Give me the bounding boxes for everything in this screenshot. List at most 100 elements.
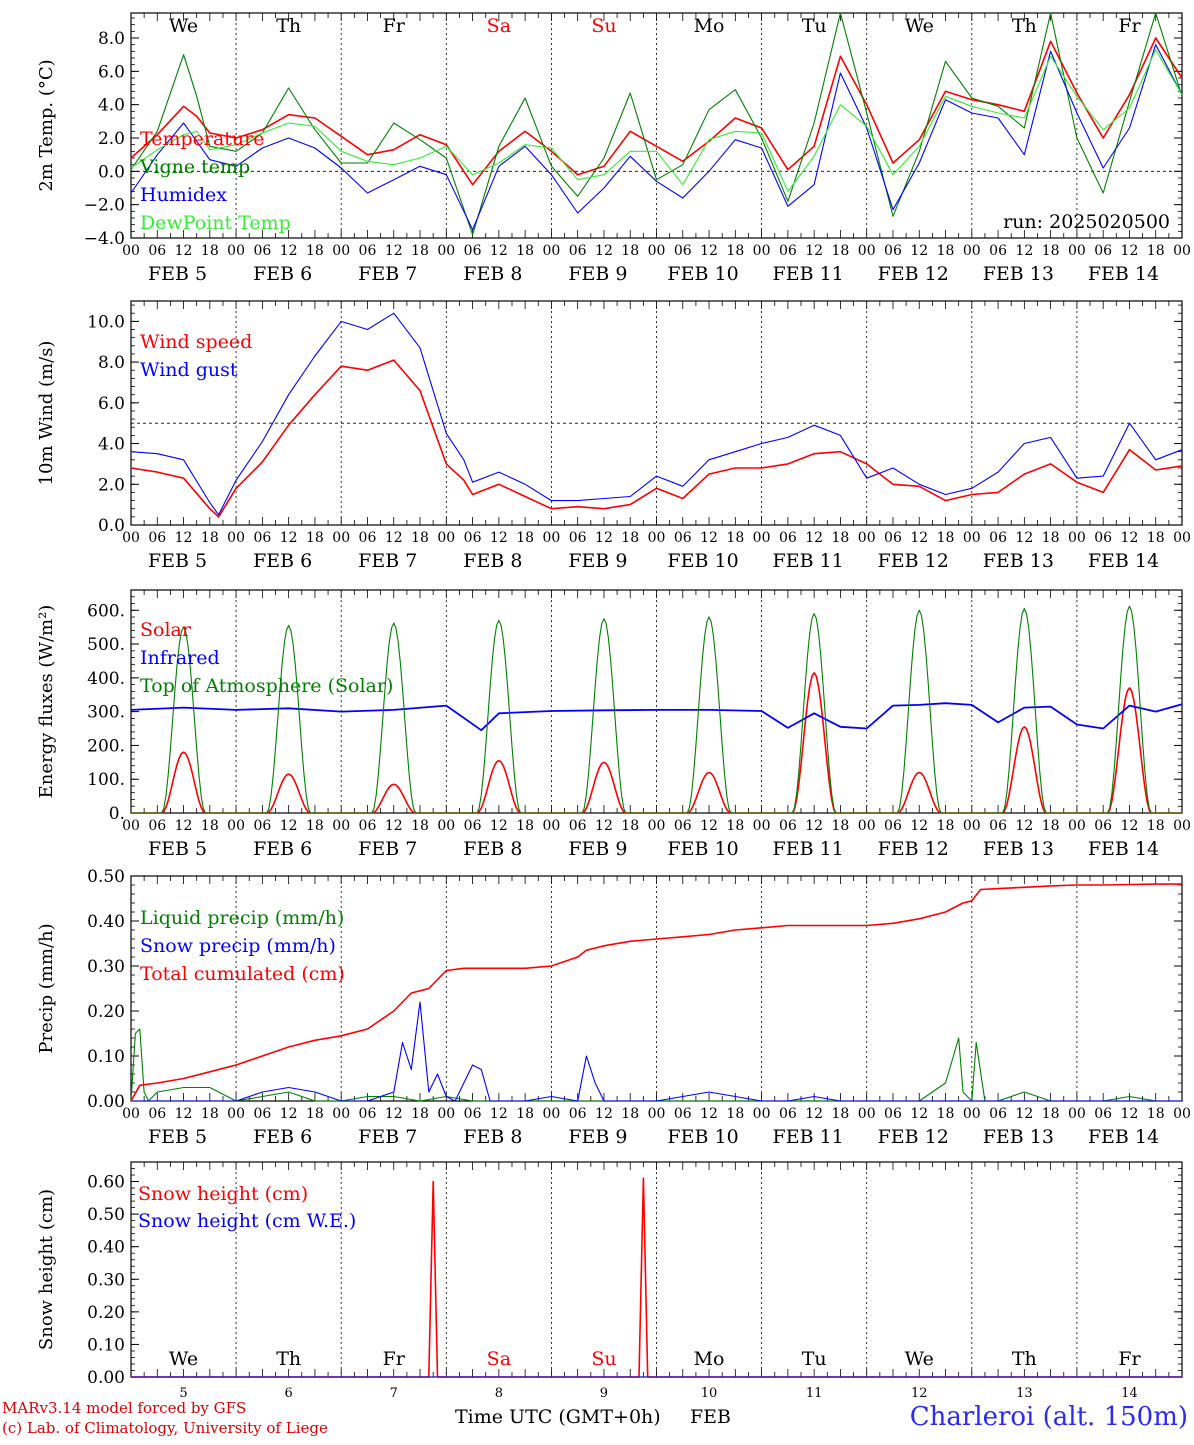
date-label: FEB 12	[878, 838, 949, 860]
date-number: 9	[600, 1386, 608, 1401]
hour-label: 12	[490, 530, 508, 546]
series-line-vigne-temp	[130, 12, 1183, 236]
hour-label: 18	[516, 818, 534, 834]
legend-entry: Snow height (cm W.E.)	[138, 1210, 356, 1232]
hour-label: 18	[411, 530, 429, 546]
hour-label: 00	[858, 1106, 876, 1122]
hour-label: 18	[1147, 818, 1165, 834]
hour-label: 18	[832, 1106, 850, 1122]
hour-label: 06	[253, 818, 271, 834]
weekday-label: Th	[1012, 15, 1037, 37]
hour-label: 06	[989, 243, 1007, 259]
date-label: FEB 13	[983, 838, 1054, 860]
weekday-label: Fr	[383, 1348, 406, 1370]
y-tick-label: 400.	[87, 669, 125, 689]
y-tick-label: 100.	[87, 770, 125, 790]
weekday-label: Sa	[487, 1348, 511, 1370]
y-tick-label: 0.10	[87, 1335, 125, 1355]
date-label: FEB 11	[773, 263, 844, 285]
hour-label: 18	[621, 818, 639, 834]
weekday-label: We	[169, 15, 198, 37]
hour-label: 18	[516, 243, 534, 259]
weekday-label: Su	[591, 15, 616, 37]
y-tick-label: 8.0	[98, 29, 125, 49]
weekday-label: Su	[591, 1348, 616, 1370]
y-tick-label: 0.20	[87, 1002, 125, 1022]
weekday-label: We	[905, 1348, 934, 1370]
hour-label: 12	[595, 243, 613, 259]
y-tick-label: 300.	[87, 703, 125, 723]
panel-energy: 0. 100. 200. 300. 400. 500. 600. Energy fluxes …	[36, 589, 1191, 860]
weekday-label: Tu	[802, 1348, 827, 1370]
hour-label: 12	[805, 1106, 823, 1122]
legend-entry: Snow height (cm)	[138, 1183, 308, 1205]
weekday-label: We	[169, 1348, 198, 1370]
hour-label: 18	[832, 243, 850, 259]
y-tick-label: 2.0	[98, 129, 125, 149]
hour-label: 06	[569, 818, 587, 834]
hour-label: 06	[464, 530, 482, 546]
hour-label: 00	[332, 818, 350, 834]
hour-label: 12	[1015, 818, 1033, 834]
hour-label: 18	[516, 530, 534, 546]
legend-entry: Wind gust	[140, 359, 238, 381]
weekday-label: Tu	[802, 15, 827, 37]
series-line-infrared	[130, 702, 1183, 732]
hour-label: 12	[385, 530, 403, 546]
hour-label: 00	[963, 530, 981, 546]
legend-entry: Infrared	[140, 647, 220, 669]
date-label: FEB 12	[878, 1126, 949, 1148]
legend-entry: Liquid precip (mm/h)	[140, 907, 344, 929]
hour-label: 12	[700, 1106, 718, 1122]
y-tick-label: −2.0	[84, 196, 125, 216]
series-line-wind-speed	[130, 359, 1183, 518]
hour-label: 06	[569, 243, 587, 259]
legend-entry: Total cumulated (cm)	[140, 963, 345, 985]
hour-label: 18	[937, 818, 955, 834]
series-line-snow-precip-mm-h	[131, 1001, 1182, 1102]
hour-label: 06	[779, 818, 797, 834]
series-line-total-cumulated-cm	[130, 883, 1182, 1102]
hour-label: 12	[910, 818, 928, 834]
hour-label: 06	[674, 818, 692, 834]
hour-label: 12	[910, 243, 928, 259]
hour-label: 06	[148, 818, 166, 834]
hour-label: 00	[753, 818, 771, 834]
hour-label: 18	[621, 530, 639, 546]
hour-label: 12	[280, 818, 298, 834]
hour-label: 00	[332, 1106, 350, 1122]
hour-label: 18	[726, 530, 744, 546]
hour-label: 06	[884, 243, 902, 259]
date-number: 6	[285, 1386, 293, 1401]
hour-label: 12	[385, 1106, 403, 1122]
date-label: FEB 13	[983, 263, 1054, 285]
date-label: FEB 14	[1088, 838, 1159, 860]
hour-label: 06	[779, 1106, 797, 1122]
hour-label: 00	[332, 243, 350, 259]
date-label: FEB 10	[667, 550, 738, 572]
hour-label: 18	[201, 243, 219, 259]
hour-label: 00	[753, 243, 771, 259]
date-number: 13	[1016, 1386, 1033, 1401]
date-label: FEB 7	[358, 1126, 417, 1148]
hour-label: 06	[253, 1106, 271, 1122]
hour-label: 00	[753, 530, 771, 546]
hour-label: 18	[937, 243, 955, 259]
date-label: FEB 7	[358, 263, 417, 285]
y-tick-label: 0.30	[87, 957, 125, 977]
y-tick-label: 6.0	[98, 394, 125, 414]
hour-label: 12	[385, 818, 403, 834]
hour-label: 18	[306, 1106, 324, 1122]
date-label: FEB 14	[1088, 1126, 1159, 1148]
hour-label: 18	[1042, 1106, 1060, 1122]
hour-label: 12	[280, 530, 298, 546]
hour-label: 18	[201, 530, 219, 546]
y-tick-label: 8.0	[98, 353, 125, 373]
date-label: FEB 11	[773, 1126, 844, 1148]
station-name: Charleroi (alt. 150m)	[909, 1402, 1188, 1432]
hour-label: 18	[1147, 530, 1165, 546]
hour-label: 18	[411, 818, 429, 834]
hour-label: 12	[700, 243, 718, 259]
hour-label: 06	[1094, 818, 1112, 834]
date-label: FEB 10	[667, 838, 738, 860]
